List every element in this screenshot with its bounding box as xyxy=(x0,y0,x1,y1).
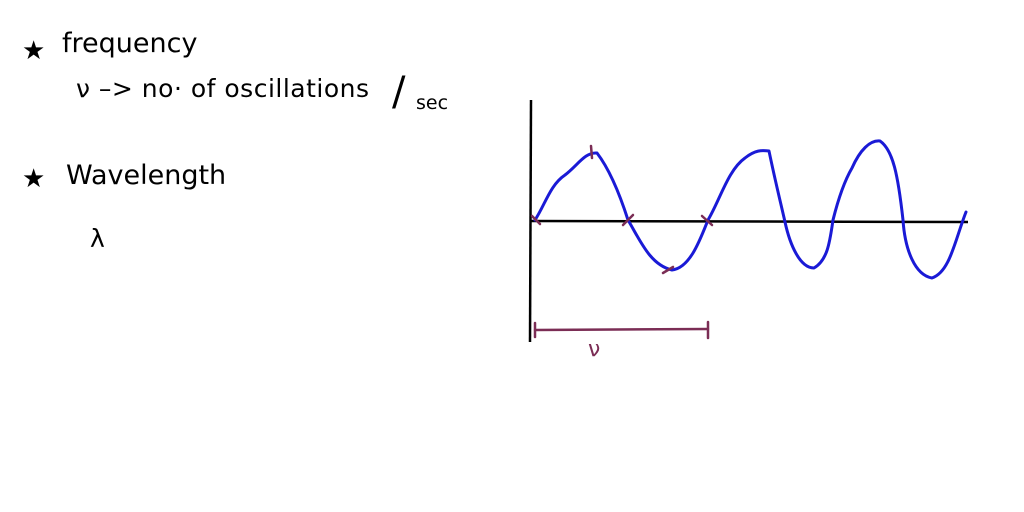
marker-tick xyxy=(589,144,594,160)
frequency-heading: frequency xyxy=(62,28,198,59)
marker-tick xyxy=(530,214,542,226)
period-label: ν xyxy=(588,337,600,362)
bullet-star-icon: ★ xyxy=(22,36,46,66)
y-axis xyxy=(528,99,533,343)
marker-tick xyxy=(621,213,635,227)
frequency-definition: ν –> no· of oscillations xyxy=(76,74,370,103)
marker-tick xyxy=(700,214,714,227)
wavelength-symbol: λ xyxy=(90,224,106,253)
bullet-star-icon: ★ xyxy=(22,164,46,194)
wavelength-heading: Wavelength xyxy=(66,160,227,191)
marker-tick xyxy=(661,265,675,275)
x-axis xyxy=(530,219,969,224)
per-slash: / xyxy=(392,69,406,115)
period-bracket xyxy=(533,327,710,332)
per-unit: sec xyxy=(416,92,449,114)
wave-curve xyxy=(533,139,968,280)
